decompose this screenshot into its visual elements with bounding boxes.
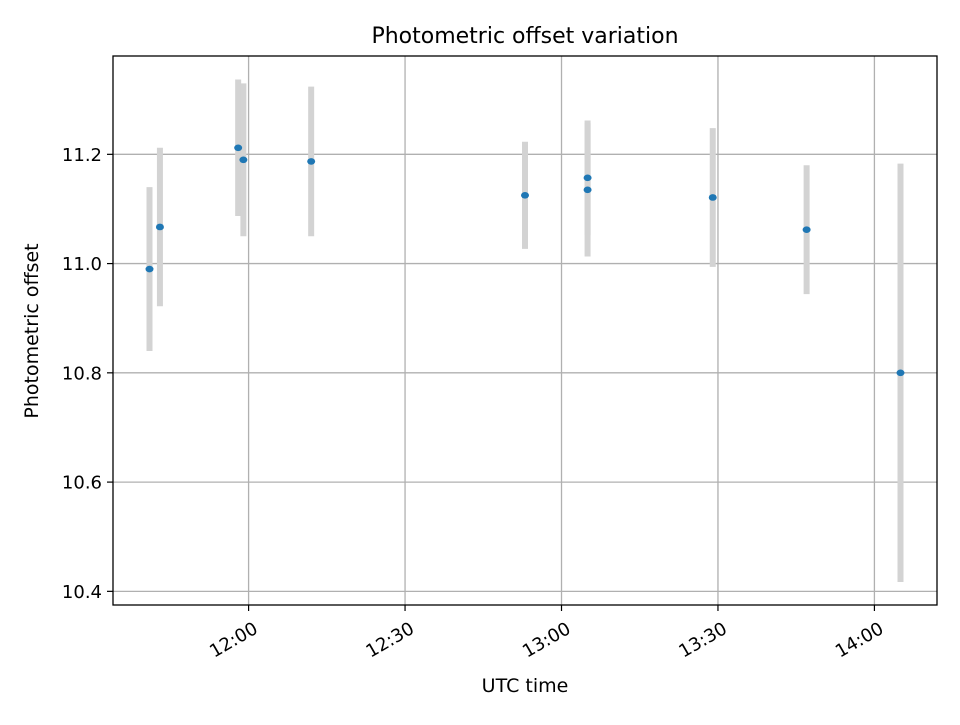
y-tick-label: 10.6 <box>62 473 102 494</box>
y-tick-label: 10.8 <box>62 363 102 384</box>
plot-frame <box>112 55 938 606</box>
data-point <box>145 265 154 273</box>
grid-layer <box>113 56 937 605</box>
data-point <box>802 226 811 234</box>
y-tick-label: 11.0 <box>62 254 102 275</box>
y-axis-label: Photometric offset <box>21 243 43 418</box>
x-axis-label: UTC time <box>482 675 569 697</box>
data-point <box>521 191 529 199</box>
data-point <box>239 156 248 164</box>
data-point <box>583 174 592 182</box>
marker-layer <box>145 144 905 377</box>
y-tick-label: 10.4 <box>62 582 102 603</box>
data-point <box>896 369 905 377</box>
chart-title: Photometric offset variation <box>371 24 678 49</box>
data-point <box>234 144 243 152</box>
data-point <box>155 223 164 231</box>
data-point <box>708 194 717 201</box>
data-point <box>583 186 592 194</box>
data-point <box>307 158 316 165</box>
y-tick-label: 11.2 <box>62 145 102 166</box>
